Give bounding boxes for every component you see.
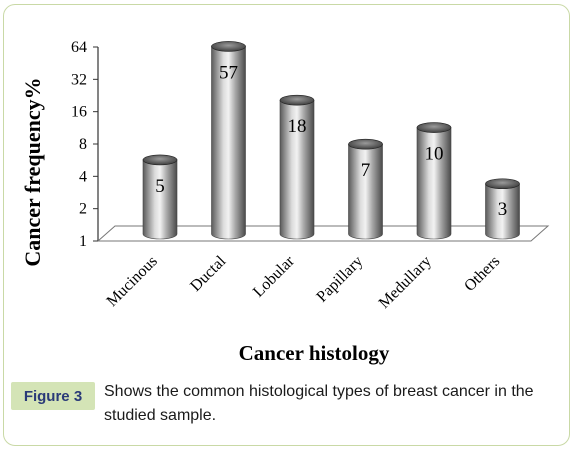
bar-cap: [348, 138, 383, 150]
category-label: Ductal: [187, 252, 230, 295]
bar-body: [416, 127, 452, 240]
y-tick-label: 16: [71, 104, 87, 121]
y-tick-label: 32: [71, 71, 87, 88]
bar-cap: [416, 122, 452, 133]
data-label: 5: [155, 176, 165, 197]
data-label: 18: [288, 116, 307, 137]
bar-cap: [485, 178, 520, 190]
bar-body: [211, 46, 246, 240]
category-label: Medullary: [376, 253, 435, 312]
bar-cap: [142, 154, 178, 166]
category-label: Lobular: [250, 252, 298, 300]
data-label: 10: [425, 144, 444, 165]
data-label: 57: [219, 62, 238, 83]
bar-ductal: 57: [211, 41, 246, 240]
bar-others: 3: [485, 178, 520, 240]
data-label: 3: [498, 199, 508, 220]
category-label: Others: [461, 253, 503, 295]
bar-medullary: 10: [416, 122, 452, 240]
bar-cap: [279, 94, 315, 106]
bar-lobular: 18: [279, 94, 315, 240]
bar-body: [142, 159, 178, 240]
bar-body: [279, 99, 315, 240]
figure-tag: Figure 3: [11, 382, 95, 410]
y-axis-label: Cancer frequency%: [20, 77, 45, 266]
y-tick-label: 64: [71, 39, 87, 56]
bar-chart: 1 2 4 8 16 32 64 5 57 18 7 10 3 Mucinous Ductal Lobul…: [20, 39, 550, 365]
x-axis-label: Cancer histology: [239, 341, 390, 365]
bar-mucinous: 5: [142, 154, 178, 240]
y-tick-label: 8: [79, 136, 87, 153]
y-tick-label: 2: [79, 201, 87, 218]
bar-body: [348, 143, 383, 240]
category-label: Papillary: [313, 253, 366, 306]
bar-body: [485, 183, 520, 240]
data-label: 7: [361, 160, 371, 181]
bar-papillary: 7: [348, 138, 383, 240]
category-label: Mucinous: [104, 253, 161, 310]
figure-caption: Shows the common histological types of b…: [104, 383, 534, 424]
y-tick-label: 4: [79, 168, 87, 185]
y-tick-label: 1: [79, 233, 87, 250]
bar-cap: [211, 41, 246, 52]
